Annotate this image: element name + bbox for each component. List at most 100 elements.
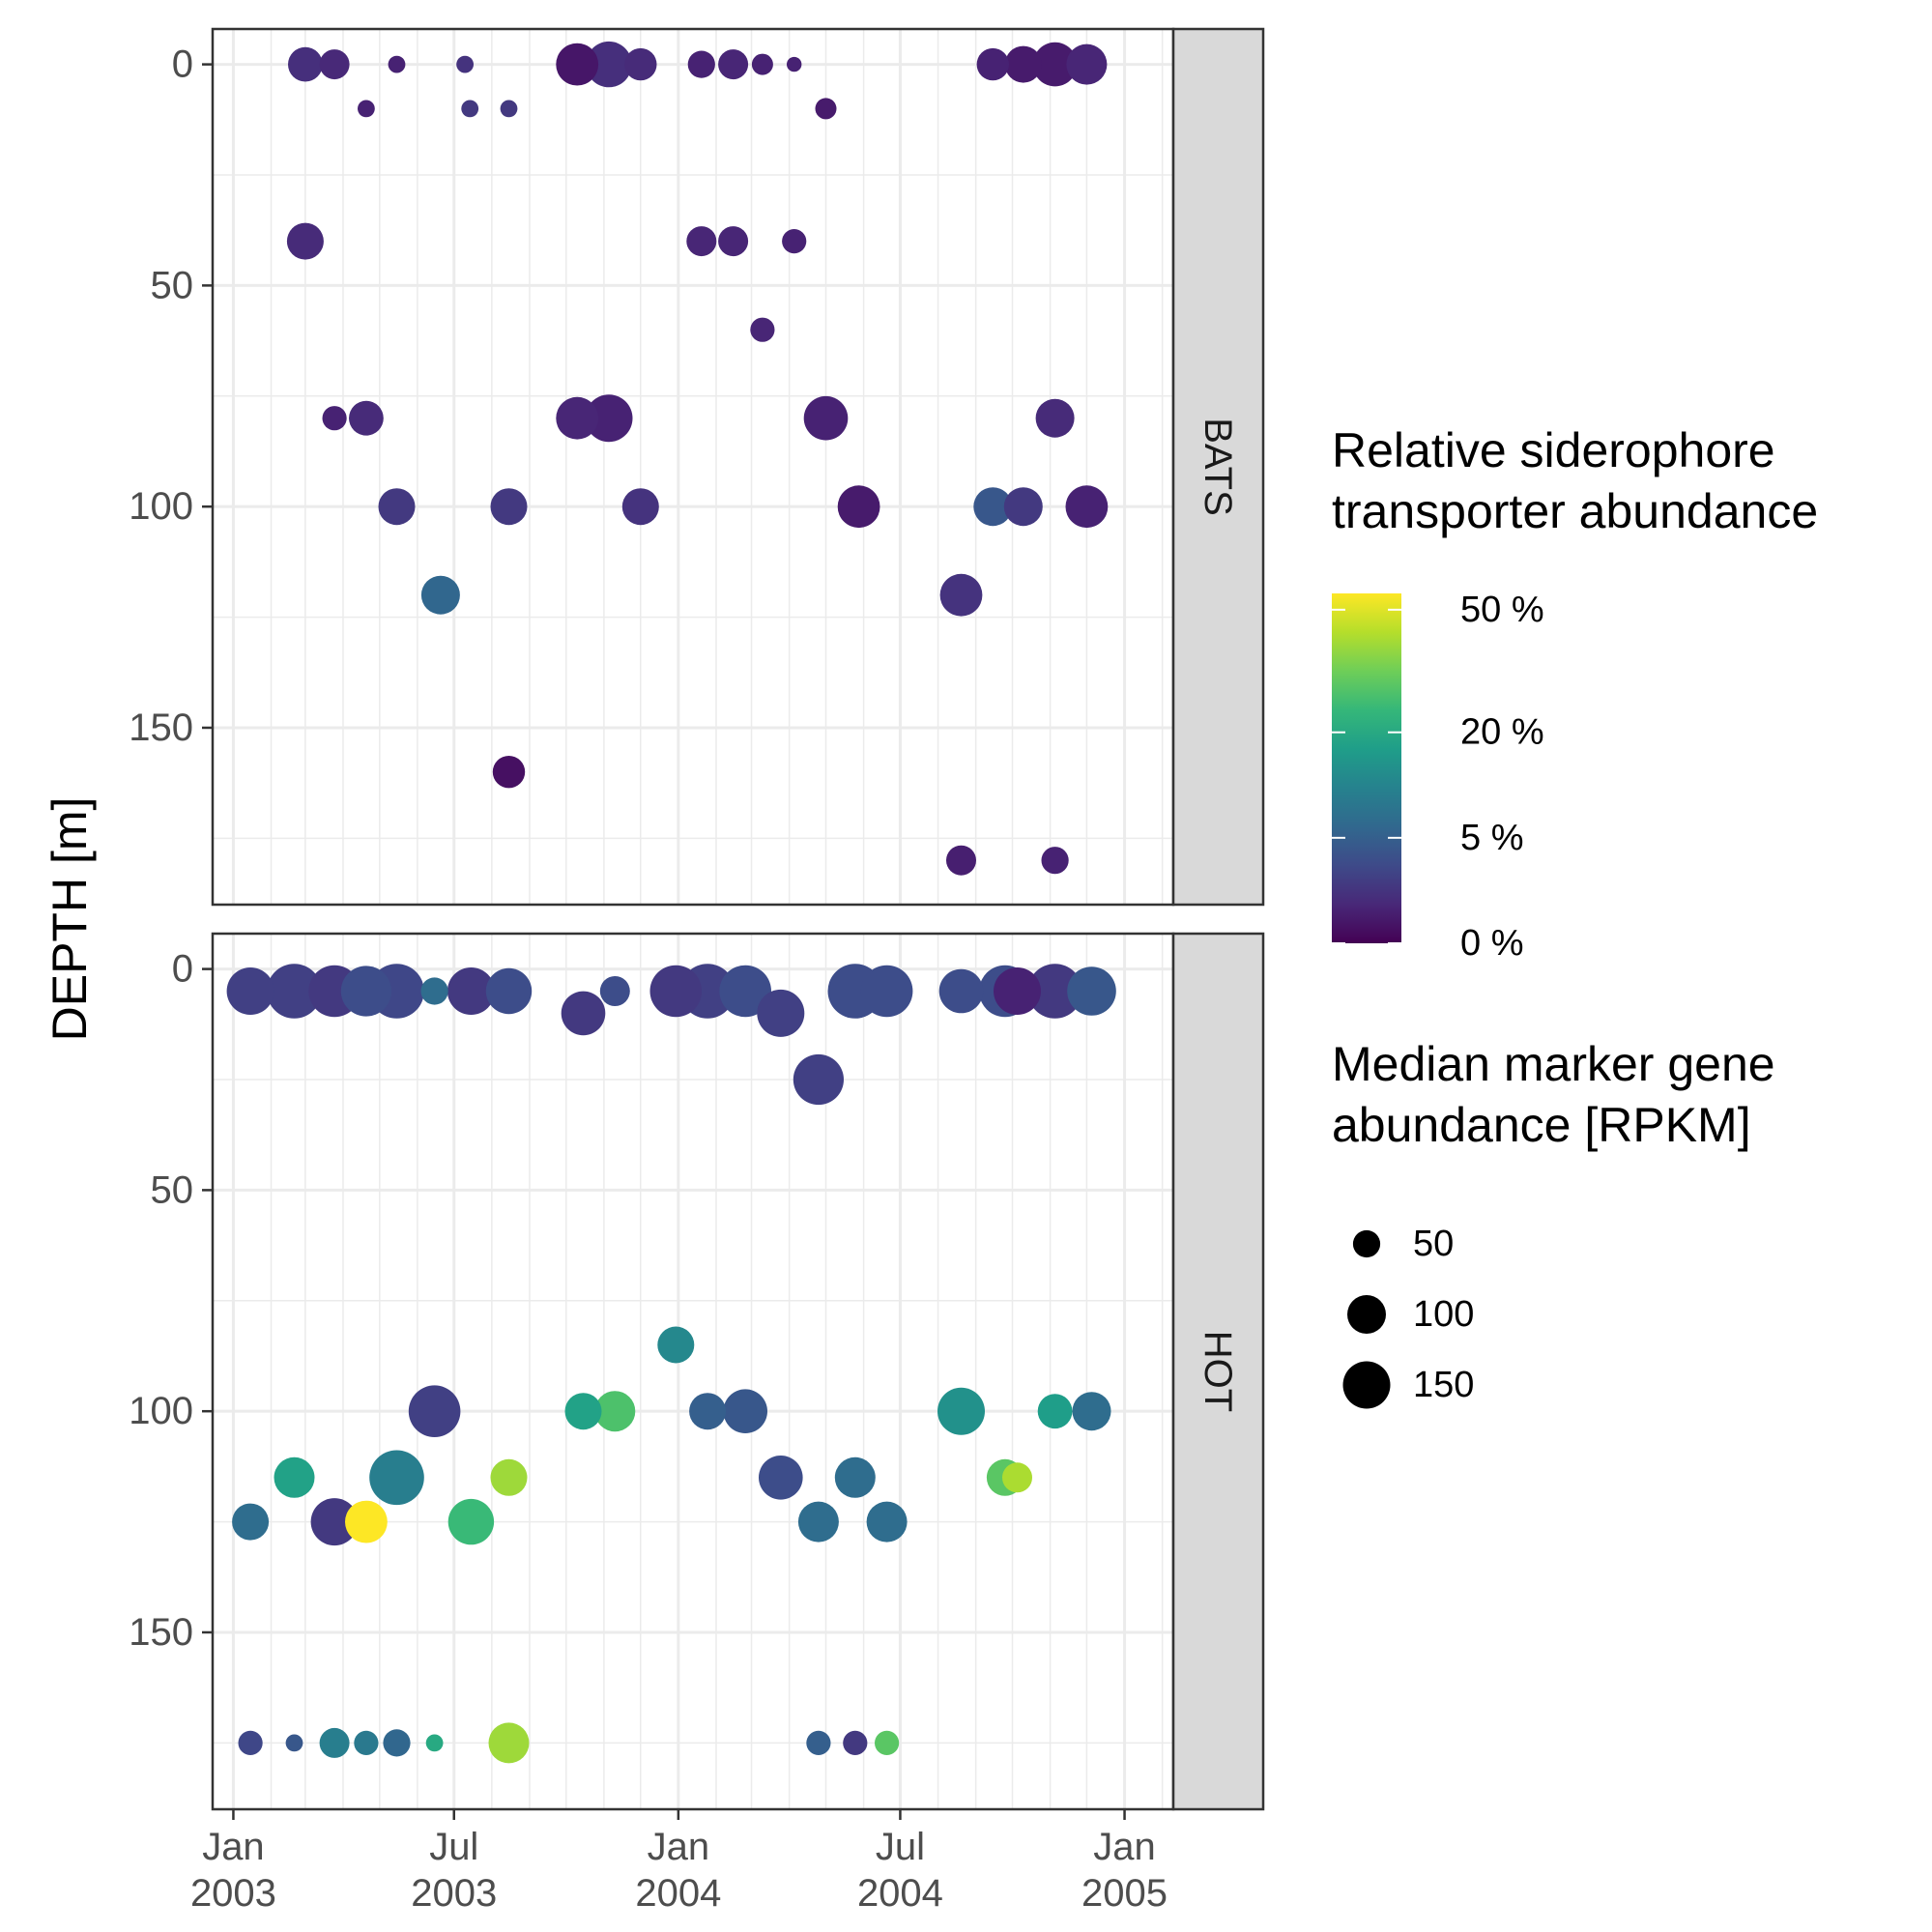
- y-tick-label: 100: [129, 485, 193, 528]
- color-legend-title-line2: transporter abundance: [1332, 484, 1818, 538]
- data-point: [860, 965, 913, 1018]
- x-tick-label-month: Jan: [202, 1826, 265, 1868]
- panel-hot: HOT 0 50 100 150: [129, 932, 1265, 1811]
- size-legend-title-line1: Median marker gene: [1332, 1037, 1775, 1091]
- size-legend-label: 150: [1413, 1365, 1474, 1405]
- data-point: [288, 46, 323, 82]
- x-tick-label-year: 2005: [1081, 1872, 1168, 1915]
- data-point: [687, 50, 715, 78]
- data-point: [285, 1734, 303, 1752]
- data-point: [354, 1730, 379, 1755]
- data-point: [447, 1498, 495, 1545]
- data-point: [751, 53, 773, 75]
- data-point: [797, 1501, 839, 1543]
- data-point: [759, 1456, 803, 1500]
- hot-y-ticks: 0 50 100 150: [129, 948, 213, 1654]
- x-tick-label-year: 2004: [635, 1872, 721, 1915]
- strip-bats: [1171, 27, 1265, 907]
- data-point: [866, 1501, 908, 1543]
- data-point: [649, 965, 703, 1018]
- y-tick-label: 100: [129, 1390, 193, 1432]
- strip-label-hot: HOT: [1197, 1331, 1239, 1412]
- data-point: [490, 1458, 528, 1496]
- data-point: [937, 1387, 985, 1435]
- data-point: [345, 1500, 388, 1543]
- data-point: [388, 55, 406, 73]
- data-point: [485, 967, 533, 1015]
- data-point: [793, 1053, 845, 1106]
- data-point: [1072, 1392, 1111, 1431]
- data-point: [718, 226, 749, 257]
- data-point: [815, 98, 837, 120]
- data-point: [689, 1393, 727, 1430]
- data-point: [492, 756, 526, 789]
- data-point: [447, 967, 495, 1015]
- x-tick-label-year: 2003: [411, 1872, 497, 1915]
- data-point: [585, 394, 633, 443]
- data-point: [718, 49, 749, 80]
- y-tick-label: 50: [151, 1168, 194, 1211]
- data-point: [420, 977, 448, 1005]
- bats-y-ticks: 0 50 100 150: [129, 43, 213, 749]
- data-point: [488, 1722, 530, 1764]
- strip-hot: [1171, 932, 1265, 1811]
- size-legend-key: [1347, 1295, 1386, 1334]
- color-legend-title-line1: Relative siderophore: [1332, 423, 1775, 477]
- data-point: [349, 400, 384, 436]
- x-tick-label-month: Jan: [648, 1826, 710, 1868]
- x-tick-label-month: Jan: [1093, 1826, 1156, 1868]
- data-point: [599, 976, 630, 1006]
- data-point: [340, 966, 391, 1017]
- data-point: [456, 55, 474, 73]
- data-point: [1037, 1394, 1073, 1429]
- color-bar-ticks: 0 % 5 % 20 % 50 %: [1332, 590, 1544, 964]
- data-point: [319, 1727, 350, 1758]
- data-point: [837, 485, 880, 529]
- data-point: [425, 1734, 444, 1752]
- size-legend-label: 100: [1413, 1294, 1474, 1335]
- data-point: [624, 47, 657, 81]
- color-bar-label: 20 %: [1460, 712, 1544, 753]
- data-point: [994, 967, 1041, 1015]
- data-point: [939, 573, 983, 617]
- data-point: [806, 1730, 831, 1755]
- data-point: [946, 845, 976, 876]
- data-point: [803, 395, 849, 441]
- x-tick-label-month: Jul: [876, 1826, 925, 1868]
- data-point: [310, 1498, 359, 1546]
- data-point: [757, 989, 805, 1037]
- data-point: [369, 1450, 424, 1506]
- data-point: [976, 47, 1009, 81]
- data-point: [973, 487, 1013, 527]
- data-point: [750, 317, 775, 342]
- data-point: [586, 41, 632, 88]
- panel-bats: BATS 0 50 100 150: [129, 27, 1265, 907]
- y-axis-title: DEPTH [m]: [43, 797, 97, 1042]
- data-point: [322, 406, 347, 431]
- size-legend-label: 50: [1413, 1224, 1454, 1264]
- data-point: [787, 56, 802, 72]
- y-tick-label: 0: [172, 948, 193, 991]
- panel-background: [213, 934, 1173, 1809]
- size-legend-key: [1352, 1229, 1381, 1258]
- size-legend-key: [1342, 1361, 1391, 1409]
- data-point: [594, 1391, 636, 1432]
- size-legend-title-line2: abundance [RPKM]: [1332, 1098, 1751, 1152]
- color-bar-label: 50 %: [1460, 590, 1544, 630]
- data-point: [238, 1730, 263, 1755]
- y-tick-label: 150: [129, 706, 193, 749]
- data-point: [556, 396, 599, 440]
- data-point: [383, 1729, 411, 1757]
- data-point: [500, 100, 518, 118]
- data-point: [490, 488, 528, 526]
- data-point: [564, 1393, 602, 1430]
- data-point: [782, 229, 807, 254]
- data-point: [1004, 45, 1042, 83]
- data-point: [1067, 966, 1116, 1016]
- data-point: [1066, 43, 1108, 85]
- data-point: [232, 1503, 270, 1541]
- data-point: [1035, 398, 1075, 438]
- data-point: [274, 1456, 315, 1498]
